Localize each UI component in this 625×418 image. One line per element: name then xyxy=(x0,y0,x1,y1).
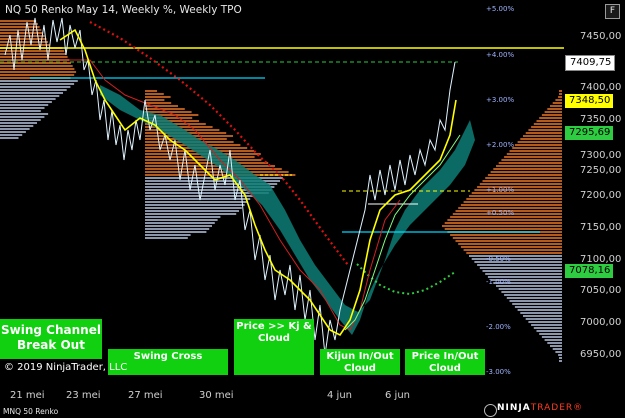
instrument-label: MNQ 50 Renko xyxy=(3,407,59,416)
price-label: 7100,00 xyxy=(580,254,622,265)
price-label: 7300,00 xyxy=(580,150,622,161)
time-label: 21 mei xyxy=(10,390,45,401)
red-dotted-trend xyxy=(89,21,349,266)
time-label: 23 mei xyxy=(66,390,101,401)
green-level-tag: 7295,69 xyxy=(565,126,614,140)
f-button[interactable]: F xyxy=(605,4,620,19)
green-level-tag-lower: 7078,16 xyxy=(565,264,614,278)
price-inout-cloud-signal: Price In/Out Cloud xyxy=(405,349,485,375)
price-label: 7450,00 xyxy=(580,31,622,42)
swing-cross-signal: Swing Cross xyxy=(108,349,228,375)
tpo-profile-right xyxy=(442,90,562,362)
price-label: 7050,00 xyxy=(580,285,622,296)
time-label: 6 jun xyxy=(385,390,410,401)
pct-label: -1.00% xyxy=(486,278,511,286)
price-line xyxy=(4,17,456,356)
ninjatrader-logo-icon xyxy=(484,404,497,417)
pct-label: +5.00% xyxy=(486,5,515,13)
pct-label: -3.00% xyxy=(486,368,511,376)
copyright-text: © 2019 NinjaTrader, LLC xyxy=(4,362,128,373)
pct-label: +2.00% xyxy=(486,141,515,149)
pct-label: -2.00% xyxy=(486,323,511,331)
time-label: 27 mei xyxy=(128,390,163,401)
pct-label: -0.50% xyxy=(486,255,511,263)
price-label: 7250,00 xyxy=(580,165,622,176)
green-signal-line xyxy=(344,134,461,331)
pct-label: +0.50% xyxy=(486,209,515,217)
price-label: 7150,00 xyxy=(580,222,622,233)
price-kj-cloud-signal: Price >> Kj & Cloud xyxy=(234,319,314,375)
price-label: 7350,00 xyxy=(580,114,622,125)
price-label: 7200,00 xyxy=(580,190,622,201)
tpo-profile-left xyxy=(0,20,78,139)
yellow-level-tag: 7348,50 xyxy=(565,94,614,108)
kijun-inout-cloud-signal: Kijun In/Out Cloud xyxy=(320,349,400,375)
price-label: 7000,00 xyxy=(580,317,622,328)
time-label: 30 mei xyxy=(199,390,234,401)
ichimoku-cloud-upper xyxy=(100,85,475,335)
ninjatrader-logo: NINJATRADER® xyxy=(497,403,584,413)
swing-channel-breakout-signal: Swing Channel Break Out xyxy=(0,319,102,359)
chart-title: NQ 50 Renko May 14, Weekly %, Weekly TPO xyxy=(5,4,242,16)
pct-label: +1.00% xyxy=(486,186,515,194)
pct-label: +4.00% xyxy=(486,51,515,59)
last-price-tag: 7409,75 xyxy=(565,55,616,71)
green-dotted-curve xyxy=(356,263,456,296)
price-label: 6950,00 xyxy=(580,349,622,360)
price-label: 7400,00 xyxy=(580,82,622,93)
pct-label: +3.00% xyxy=(486,96,515,104)
time-label: 4 jun xyxy=(327,390,352,401)
yellow-tenkan-line xyxy=(59,28,457,337)
